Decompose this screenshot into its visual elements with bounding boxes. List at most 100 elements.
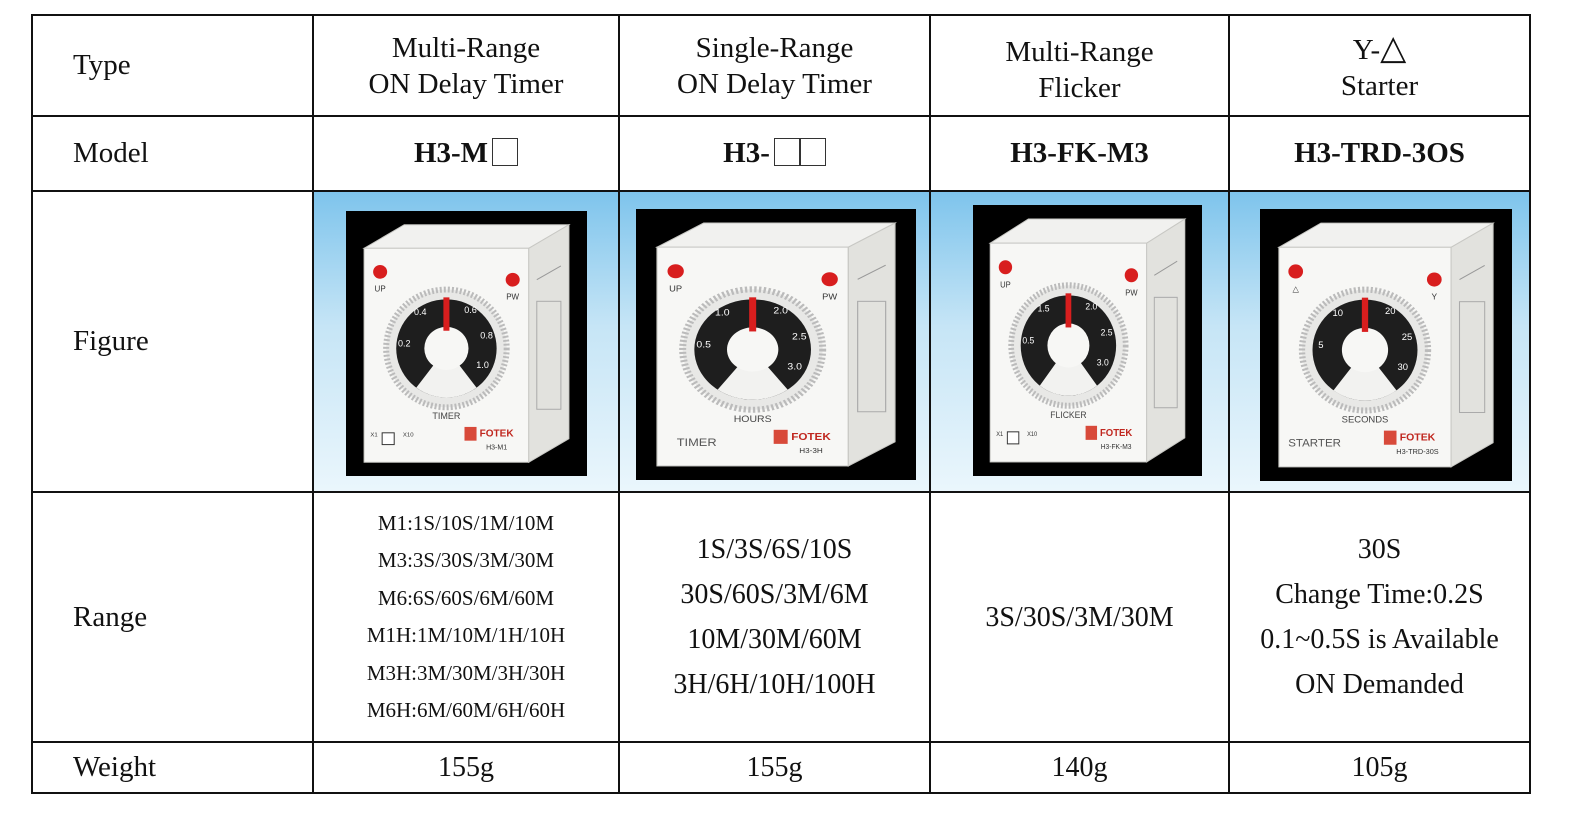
weight-value: 155g — [746, 751, 803, 783]
flicker-product-photo: UP PW 1.5 2.0 2.5 3.0 0.5 FLICKER FOTEK H3-FK-M3 X… — [973, 205, 1202, 476]
figure-cell-1: UP PW 0.4 0.6 0.8 1.0 0.2 TIMER FOTEK H3-M1 X1 X10 — [312, 190, 620, 493]
dial-scale-label: 2.0 — [1085, 301, 1097, 311]
model-name: H3- — [723, 137, 770, 169]
range-cell-2: 1S/3S/6S/10S 30S/60S/3M/6M 10M/30M/60M 3… — [618, 491, 931, 743]
led-label: PW — [506, 292, 519, 301]
side-diagram — [1458, 301, 1486, 413]
housing-side — [847, 222, 896, 467]
model-placeholder-box — [799, 138, 826, 166]
pw-led-indicator — [821, 272, 838, 287]
model-placeholder-box — [773, 138, 800, 166]
range-cell-3: 3S/30S/3M/30M — [929, 491, 1230, 743]
switch-label: X10 — [1027, 432, 1038, 438]
switch-label: X1 — [370, 433, 378, 439]
dial-scale-label: 3.0 — [787, 362, 802, 372]
range-line: Change Time:0.2S — [1275, 579, 1484, 610]
model-cell-2: H3- — [618, 115, 931, 192]
dial-scale-label: 0.6 — [464, 305, 477, 315]
figure-row-header: Figure — [31, 190, 314, 493]
type-line1: Multi-Range — [1005, 35, 1154, 68]
range-row: Range M1:1S/10S/1M/10M M3:3S/30S/3M/30M … — [31, 491, 1531, 743]
range-line: ON Demanded — [1295, 669, 1464, 700]
dial-center-knob — [727, 327, 779, 372]
dial-pointer — [1361, 297, 1369, 332]
weight-cell-1: 155g — [312, 741, 620, 794]
brand-name: FOTEK — [1400, 433, 1436, 444]
front-label: TIMER — [677, 436, 717, 449]
dial-caption: HOURS — [734, 414, 772, 424]
dial-scale-label: 5 — [1318, 340, 1323, 350]
led-label: △ — [1292, 285, 1299, 294]
led-label: PW — [1125, 288, 1138, 297]
pw-led-indicator — [1426, 272, 1442, 287]
dial-scale-label: 1.0 — [715, 308, 730, 318]
dial-scale-label: 0.2 — [398, 339, 411, 349]
model-cell-4: H3-TRD-3OS — [1228, 115, 1531, 192]
dial-caption: TIMER — [432, 411, 461, 421]
figure-row: Figure UP PW 0.4 0.6 0.8 1.0 0.2 TIMER FOTEK H3-M… — [31, 190, 1531, 493]
pw-led-indicator — [1124, 268, 1139, 283]
housing-side — [1146, 218, 1186, 463]
up-led-indicator — [373, 264, 388, 279]
model-name: H3-M — [413, 137, 489, 169]
side-diagram — [536, 300, 562, 410]
model-row-header: Model — [31, 115, 314, 192]
side-label-line — [857, 264, 886, 280]
model-name: H3-TRD-3OS — [1294, 137, 1465, 169]
range-line: 30S — [1357, 534, 1402, 565]
model-marking: H3-3H — [799, 446, 823, 454]
dial-scale-label: 2.0 — [773, 306, 788, 316]
dial-caption: FLICKER — [1050, 410, 1086, 420]
brand-name: FOTEK — [791, 432, 831, 443]
housing-side — [528, 223, 570, 464]
timer-product-photo: UP PW 1.0 2.0 2.5 3.0 0.5 HOURS FOTEK H3-3H TIMER — [636, 209, 916, 480]
type-cell-4: Y-△ Starter — [1228, 14, 1531, 117]
dial-scale-label: 30 — [1398, 362, 1409, 372]
dial-bottom-wedge — [717, 349, 788, 400]
dial-scale-label: 20 — [1385, 306, 1396, 316]
figure-cell-3: UP PW 1.5 2.0 2.5 3.0 0.5 FLICKER FOTEK H3-FK-M3 X… — [929, 190, 1230, 493]
type-line1: Single-Range — [695, 31, 854, 64]
brand-mark — [1085, 425, 1098, 440]
side-label-line — [536, 265, 562, 281]
dial-scale-label: 2.5 — [792, 332, 807, 342]
led-label: UP — [375, 285, 386, 294]
figure-cell-2: UP PW 1.0 2.0 2.5 3.0 0.5 HOURS FOTEK H3-3H TIMER — [618, 190, 931, 493]
model-marking: H3-M1 — [486, 445, 507, 452]
led-label: UP — [1000, 280, 1011, 289]
type-cell-1: Multi-Range ON Delay Timer — [312, 14, 620, 117]
model-marking: H3-FK-M3 — [1101, 444, 1132, 451]
dial-center-knob — [424, 326, 469, 370]
type-row-header: Type — [31, 14, 314, 117]
side-label-line — [1154, 260, 1178, 276]
range-line: M1H:1M/10M/1H/10H — [366, 623, 566, 647]
range-switch — [1006, 431, 1020, 445]
range-line: 10M/30M/60M — [687, 624, 862, 655]
side-diagram — [1153, 296, 1178, 409]
range-switch — [381, 432, 395, 446]
dial-scale-label: 0.4 — [414, 307, 427, 317]
type-line2: Flicker — [1038, 71, 1121, 104]
dial-scale-label: 1.0 — [476, 360, 489, 370]
model-row: Model H3-M H3- H3-FK-M3 H3-TRD-3OS — [31, 115, 1531, 192]
front-label: STARTER — [1288, 438, 1341, 450]
dial-pointer — [443, 297, 450, 331]
dial-bottom-wedge — [416, 348, 477, 398]
led-label: UP — [669, 284, 682, 293]
up-led-indicator — [667, 264, 684, 279]
dial-scale-label: 0.8 — [480, 331, 493, 341]
type-row: Type Multi-Range ON Delay Timer Single-Ra… — [31, 14, 1531, 117]
delta-symbol: △ — [1380, 30, 1407, 67]
dial-scale-label: 2.5 — [1101, 327, 1113, 337]
weight-cell-3: 140g — [929, 741, 1230, 794]
brand-mark — [773, 429, 788, 444]
weight-value: 140g — [1051, 751, 1108, 783]
dial-pointer — [749, 297, 757, 332]
dial-scale-label: 0.5 — [696, 340, 711, 350]
type-cell-2: Single-Range ON Delay Timer — [618, 14, 931, 117]
brand-mark — [464, 426, 477, 441]
dial-center-knob — [1047, 323, 1090, 368]
figure-cell-4: △ Y 10 20 25 30 5 SECONDS FOTEK H3-TRD-30S STARTER — [1228, 190, 1531, 493]
brand-mark — [1383, 430, 1397, 445]
led-label: PW — [822, 292, 838, 301]
